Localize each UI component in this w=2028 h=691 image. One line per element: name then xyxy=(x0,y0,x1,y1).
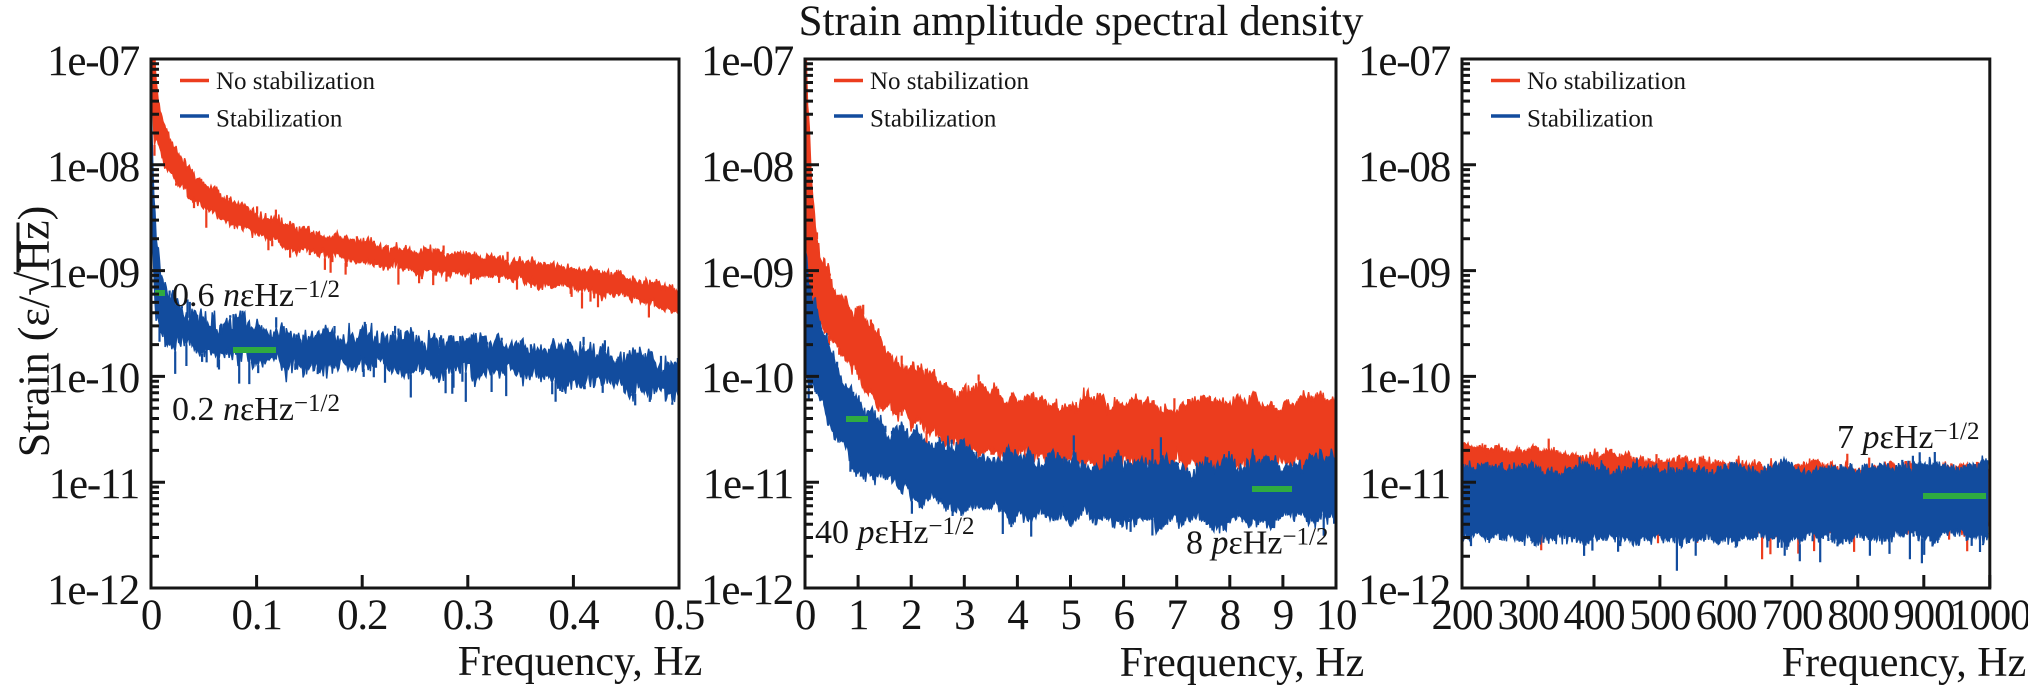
svg-text:2: 2 xyxy=(901,592,921,639)
svg-text:0: 0 xyxy=(795,592,815,639)
svg-text:1e-07: 1e-07 xyxy=(701,38,794,85)
svg-text:1e-08: 1e-08 xyxy=(1358,144,1450,191)
svg-text:1e-11: 1e-11 xyxy=(49,461,139,508)
svg-text:400: 400 xyxy=(1564,592,1625,639)
svg-text:0.2: 0.2 xyxy=(337,592,387,639)
svg-text:500: 500 xyxy=(1629,592,1690,639)
svg-text:0.3: 0.3 xyxy=(443,592,493,639)
svg-text:1e-09: 1e-09 xyxy=(47,250,139,297)
svg-text:1e-08: 1e-08 xyxy=(701,144,793,191)
svg-text:5: 5 xyxy=(1060,592,1080,639)
svg-text:1e-12: 1e-12 xyxy=(47,567,139,614)
svg-text:600: 600 xyxy=(1695,592,1756,639)
svg-text:Stabilization: Stabilization xyxy=(870,106,997,133)
svg-text:No stabilization: No stabilization xyxy=(870,68,1029,95)
svg-text:1e-10: 1e-10 xyxy=(1358,355,1450,402)
svg-text:7: 7 xyxy=(1167,592,1188,639)
svg-text:0.5: 0.5 xyxy=(654,592,704,639)
svg-text:1e-08: 1e-08 xyxy=(47,144,139,191)
svg-text:1e-07: 1e-07 xyxy=(47,38,140,85)
svg-text:9: 9 xyxy=(1273,592,1293,639)
svg-text:0: 0 xyxy=(141,592,161,639)
svg-text:No stabilization: No stabilization xyxy=(216,68,375,95)
svg-text:1e-09: 1e-09 xyxy=(701,250,793,297)
svg-text:Frequency, Hz: Frequency, Hz xyxy=(1782,640,2027,686)
svg-text:900: 900 xyxy=(1893,592,1954,639)
svg-text:4: 4 xyxy=(1007,592,1028,639)
svg-text:1: 1 xyxy=(848,592,868,639)
svg-text:1e-07: 1e-07 xyxy=(1358,38,1451,85)
svg-text:1e-12: 1e-12 xyxy=(701,567,793,614)
svg-text:Frequency, Hz: Frequency, Hz xyxy=(1120,640,1365,686)
svg-text:8 pεHz−1/2: 8 pεHz−1/2 xyxy=(1186,524,1328,562)
svg-text:6: 6 xyxy=(1113,592,1134,639)
svg-text:700: 700 xyxy=(1761,592,1822,639)
svg-text:1e-11: 1e-11 xyxy=(703,461,793,508)
svg-text:0.1: 0.1 xyxy=(232,592,282,639)
svg-text:1e-11: 1e-11 xyxy=(1360,461,1450,508)
svg-text:Stabilization: Stabilization xyxy=(1527,106,1654,133)
svg-text:1e-09: 1e-09 xyxy=(1358,250,1450,297)
svg-text:No stabilization: No stabilization xyxy=(1527,68,1686,95)
svg-text:10: 10 xyxy=(1316,592,1357,639)
svg-text:8: 8 xyxy=(1220,592,1240,639)
svg-text:3: 3 xyxy=(954,592,974,639)
svg-text:0.4: 0.4 xyxy=(548,592,599,639)
svg-text:800: 800 xyxy=(1827,592,1888,639)
svg-text:300: 300 xyxy=(1498,592,1559,639)
svg-text:1e-10: 1e-10 xyxy=(47,355,139,402)
svg-text:Stabilization: Stabilization xyxy=(216,106,343,133)
svg-text:1e-10: 1e-10 xyxy=(701,355,793,402)
svg-text:Frequency, Hz: Frequency, Hz xyxy=(458,639,703,685)
svg-text:1e-12: 1e-12 xyxy=(1358,567,1450,614)
svg-text:Strain amplitude spectral dens: Strain amplitude spectral density xyxy=(799,0,1364,45)
svg-text:200: 200 xyxy=(1432,592,1493,639)
svg-text:1000: 1000 xyxy=(1949,592,2028,639)
